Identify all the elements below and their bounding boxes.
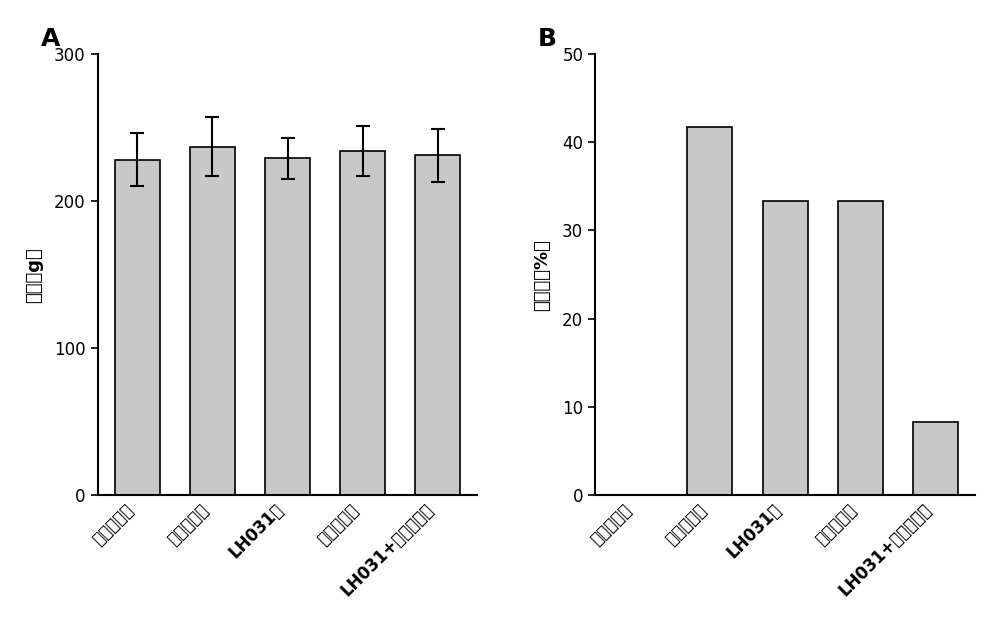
Y-axis label: 死亡率（%）: 死亡率（%） bbox=[533, 239, 551, 311]
Bar bbox=[763, 201, 808, 496]
Bar bbox=[913, 422, 958, 496]
Bar bbox=[340, 151, 385, 496]
Bar bbox=[265, 158, 310, 496]
Text: A: A bbox=[41, 28, 60, 51]
Text: B: B bbox=[538, 28, 557, 51]
Bar bbox=[838, 201, 883, 496]
Y-axis label: 体重（g）: 体重（g） bbox=[25, 247, 43, 302]
Bar bbox=[687, 127, 732, 496]
Bar bbox=[415, 156, 460, 496]
Bar bbox=[115, 160, 160, 496]
Bar bbox=[190, 147, 235, 496]
